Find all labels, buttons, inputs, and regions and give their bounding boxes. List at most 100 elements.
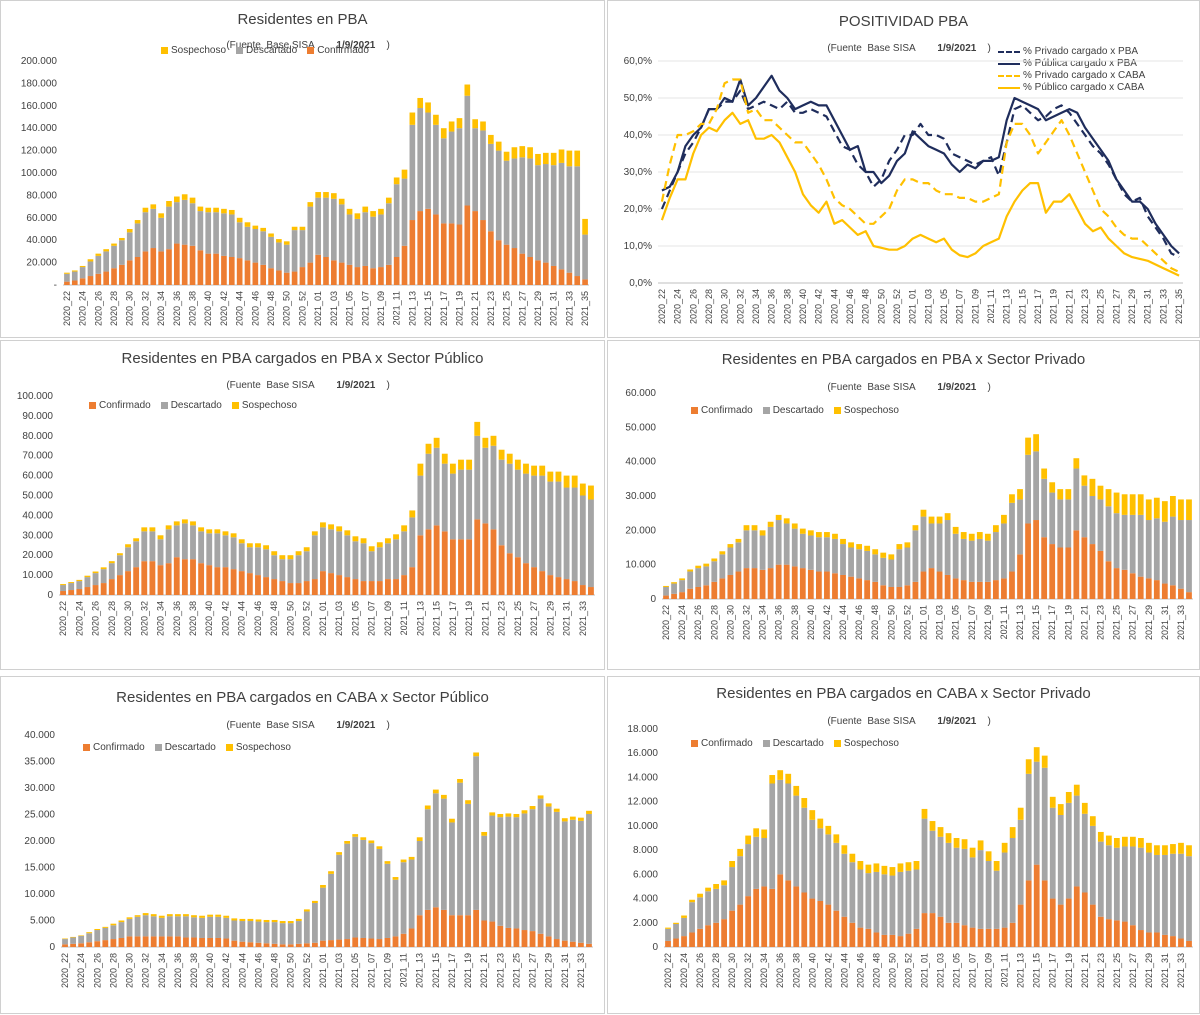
bar-segment-descartado bbox=[1153, 518, 1160, 581]
bar-segment-sospechoso bbox=[368, 840, 375, 844]
bar-segment-descartado bbox=[165, 529, 172, 564]
bar-segment-confirmado bbox=[360, 581, 367, 595]
x-tick-label: 2021_13 bbox=[1015, 605, 1025, 640]
bar-segment-sospechoso bbox=[409, 112, 416, 125]
bar-segment-descartado bbox=[521, 813, 528, 931]
bar-segment-sospechoso bbox=[1138, 838, 1144, 848]
x-tick-label: 2020_52 bbox=[302, 953, 312, 988]
bar-segment-confirmado bbox=[555, 577, 562, 595]
bar-segment-descartado bbox=[665, 928, 671, 941]
x-tick-label: 2021_05 bbox=[951, 605, 961, 640]
y-tick-label: 200.000 bbox=[21, 56, 58, 67]
bar-segment-sospechoso bbox=[681, 915, 687, 918]
bar-segment-confirmado bbox=[198, 563, 205, 595]
bar-segment-descartado bbox=[474, 435, 481, 520]
bar-segment-confirmado bbox=[1089, 904, 1096, 947]
bar-segment-sospechoso bbox=[848, 542, 854, 548]
bar-segment-confirmado bbox=[134, 257, 141, 285]
y-tick-label: 15.000 bbox=[24, 863, 55, 874]
bar-segment-sospechoso bbox=[336, 852, 342, 855]
x-tick-label: 2020_42 bbox=[220, 601, 230, 636]
bar-segment-confirmado bbox=[912, 581, 919, 599]
bar-segment-descartado bbox=[481, 835, 488, 921]
bar-segment-descartado bbox=[150, 916, 157, 937]
legend-item-descartado: Descartado bbox=[154, 742, 216, 753]
bar-segment-confirmado bbox=[95, 273, 102, 285]
bar-segment-confirmado bbox=[542, 262, 549, 285]
bar-segment-descartado bbox=[87, 261, 94, 277]
x-tick-label: 2020_42 bbox=[823, 953, 833, 988]
x-tick-label: 2020_52 bbox=[297, 291, 307, 326]
bar-segment-sospechoso bbox=[244, 222, 251, 227]
x-tick-label: 2021_25 bbox=[511, 953, 521, 988]
x-tick-label: 2021_03 bbox=[923, 289, 933, 324]
bar-segment-descartado bbox=[480, 130, 486, 221]
bar-segment-descartado bbox=[92, 573, 99, 586]
x-tick-label: 2020_38 bbox=[791, 953, 801, 988]
bar-segment-descartado bbox=[328, 873, 334, 941]
bar-segment-descartado bbox=[464, 95, 471, 206]
y-tick-label: 8.000 bbox=[633, 845, 658, 856]
bar-segment-confirmado bbox=[283, 272, 290, 285]
x-tick-label: 2020_26 bbox=[92, 953, 102, 988]
bar-segment-descartado bbox=[1041, 767, 1048, 881]
bar-segment-confirmado bbox=[247, 942, 254, 947]
bar-segment-descartado bbox=[1178, 853, 1184, 939]
bar-segment-descartado bbox=[173, 525, 180, 558]
chart-panel-caba-privado: Residentes en PBA cargados en CABA x Sec… bbox=[607, 676, 1200, 1014]
bar-segment-descartado bbox=[307, 206, 314, 263]
bar-segment-descartado bbox=[401, 531, 408, 576]
bar-segment-descartado bbox=[189, 203, 196, 246]
bar-segment-descartado bbox=[440, 798, 447, 910]
source-close: ) bbox=[987, 382, 991, 393]
bar-segment-descartado bbox=[961, 848, 968, 926]
bar-segment-descartado bbox=[713, 888, 719, 923]
x-tick-label: 2021_27 bbox=[529, 601, 539, 636]
bar-segment-descartado bbox=[352, 541, 359, 580]
bar-segment-confirmado bbox=[1130, 925, 1136, 947]
y-tick-label: 0,0% bbox=[629, 278, 652, 289]
bar-segment-sospechoso bbox=[561, 818, 568, 822]
bar-segment-sospechoso bbox=[230, 533, 237, 538]
bar-segment-descartado bbox=[441, 463, 448, 532]
source-close: ) bbox=[386, 40, 390, 51]
x-tick-label: 2021_29 bbox=[544, 953, 554, 988]
bar-segment-confirmado bbox=[727, 574, 734, 599]
bar-segment-descartado bbox=[433, 447, 440, 526]
bar-segment-descartado bbox=[873, 871, 880, 933]
bar-segment-confirmado bbox=[558, 269, 565, 285]
bar-segment-sospechoso bbox=[141, 527, 148, 532]
bar-segment-sospechoso bbox=[228, 209, 235, 215]
bar-segment-sospechoso bbox=[582, 218, 588, 235]
y-tick-label: 60.000 bbox=[26, 213, 57, 224]
chart-source: (Fuente Base SISA 1/9/2021 ) bbox=[608, 32, 1199, 65]
bar-segment-sospechoso bbox=[489, 812, 496, 816]
x-tick-label: 2021_03 bbox=[935, 605, 945, 640]
bar-segment-sospechoso bbox=[1073, 458, 1080, 469]
bar-segment-descartado bbox=[221, 213, 227, 256]
x-tick-label: 2021_25 bbox=[513, 601, 523, 636]
bar-segment-sospechoso bbox=[1025, 759, 1032, 774]
series-line bbox=[660, 78, 1180, 273]
bar-segment-sospechoso bbox=[1049, 482, 1056, 493]
bar-segment-descartado bbox=[134, 916, 141, 937]
bar-segment-confirmado bbox=[279, 581, 286, 595]
bar-segment-confirmado bbox=[992, 580, 999, 599]
bar-segment-sospechoso bbox=[495, 141, 502, 151]
bar-segment-sospechoso bbox=[464, 84, 471, 96]
bar-segment-sospechoso bbox=[87, 259, 94, 262]
bar-segment-sospechoso bbox=[1041, 755, 1048, 768]
bar-segment-descartado bbox=[448, 131, 455, 224]
y-tick-label: 20.000 bbox=[24, 836, 55, 847]
x-tick-label: 2021_17 bbox=[1048, 953, 1058, 988]
bar-segment-descartado bbox=[1113, 847, 1120, 921]
bar-segment-descartado bbox=[503, 160, 510, 245]
bar-segment-sospechoso bbox=[126, 917, 133, 919]
bar-segment-sospechoso bbox=[695, 565, 702, 569]
bar-segment-sospechoso bbox=[360, 837, 367, 840]
x-tick-label: 2021_23 bbox=[1095, 605, 1105, 640]
bar-segment-descartado bbox=[1041, 478, 1048, 538]
bar-segment-sospechoso bbox=[247, 918, 254, 922]
bar-segment-confirmado bbox=[255, 942, 262, 947]
y-tick-label: - bbox=[54, 280, 57, 291]
